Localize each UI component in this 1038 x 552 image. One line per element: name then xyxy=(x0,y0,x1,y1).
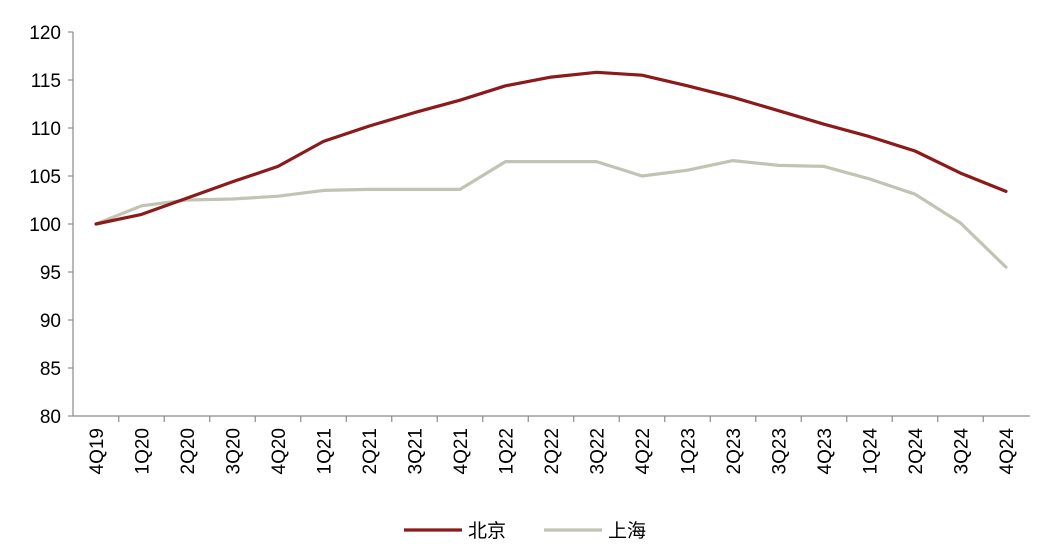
x-tick-label: 2Q21 xyxy=(360,428,381,474)
x-tick-label: 2Q22 xyxy=(542,428,563,474)
series-lines xyxy=(94,70,1008,269)
x-tick-label: 4Q23 xyxy=(815,428,836,474)
legend-label-1: 上海 xyxy=(608,520,646,542)
y-tick-label: 115 xyxy=(31,71,61,92)
x-tick-label: 1Q20 xyxy=(133,428,154,474)
legend-label-0: 北京 xyxy=(468,520,506,542)
series-line-1 xyxy=(94,159,1008,269)
x-tick-label: 1Q24 xyxy=(861,428,882,475)
x-tick-label: 2Q24 xyxy=(906,428,927,475)
y-tick-label: 100 xyxy=(29,215,61,236)
x-tick-label: 3Q22 xyxy=(588,428,609,474)
legend: 北京 上海 xyxy=(404,520,646,542)
y-tick-label: 110 xyxy=(31,119,61,140)
x-tick-label: 2Q23 xyxy=(724,428,745,474)
y-tick-label: 105 xyxy=(29,167,61,188)
y-tick-label: 90 xyxy=(40,311,61,332)
y-tick-label: 120 xyxy=(29,23,61,44)
series-line-0 xyxy=(94,70,1008,226)
x-tick-label: 3Q21 xyxy=(406,428,427,474)
x-tick-label: 2Q20 xyxy=(178,428,199,474)
x-tick-label: 4Q21 xyxy=(451,428,472,474)
x-tick-label: 4Q19 xyxy=(87,428,108,474)
x-tick-label: 4Q22 xyxy=(633,428,654,474)
x-tick-label: 1Q22 xyxy=(497,428,518,474)
x-tick-label: 4Q20 xyxy=(269,428,290,474)
x-tick-label: 3Q23 xyxy=(770,428,791,474)
x-tick-label: 1Q21 xyxy=(315,428,336,474)
x-tick-label: 3Q20 xyxy=(224,428,245,474)
y-axis: 80 85 90 95 100 105 110 115 120 xyxy=(29,23,74,428)
x-tick-label: 1Q23 xyxy=(679,428,700,474)
x-tick-label: 4Q24 xyxy=(997,428,1018,475)
y-tick-label: 80 xyxy=(40,407,61,428)
x-axis: 4Q19 1Q20 2Q20 3Q20 4Q20 1Q21 2Q21 3Q21 4Q21 1Q22… xyxy=(73,415,1030,475)
y-tick-label: 95 xyxy=(40,263,61,284)
y-tick-label: 85 xyxy=(40,359,61,380)
x-tick-label: 3Q24 xyxy=(952,428,973,475)
